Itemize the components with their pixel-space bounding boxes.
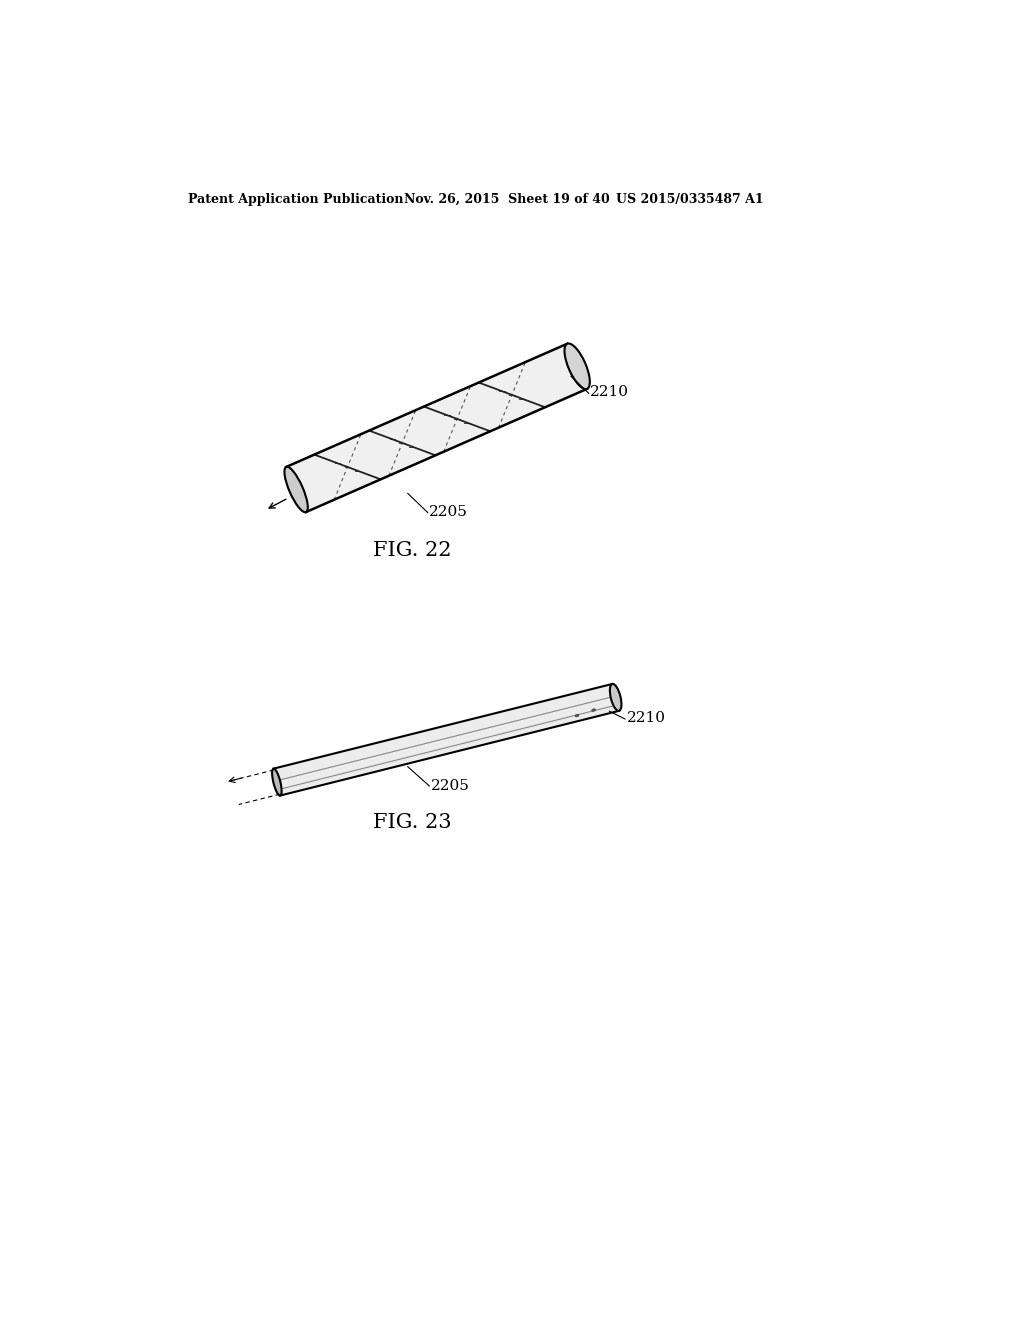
Text: 2205: 2205	[429, 506, 468, 520]
Text: FIG. 23: FIG. 23	[373, 813, 452, 833]
Text: US 2015/0335487 A1: US 2015/0335487 A1	[615, 193, 763, 206]
Ellipse shape	[272, 768, 282, 796]
Text: FIG. 22: FIG. 22	[373, 541, 452, 561]
Ellipse shape	[285, 467, 308, 512]
Text: Patent Application Publication: Patent Application Publication	[188, 193, 403, 206]
Ellipse shape	[564, 343, 590, 389]
Text: 2210: 2210	[628, 711, 667, 725]
Polygon shape	[287, 343, 587, 512]
Ellipse shape	[610, 684, 622, 711]
Polygon shape	[273, 684, 620, 796]
Ellipse shape	[575, 714, 579, 717]
Text: Nov. 26, 2015  Sheet 19 of 40: Nov. 26, 2015 Sheet 19 of 40	[403, 193, 609, 206]
Ellipse shape	[592, 709, 596, 711]
Text: 2205: 2205	[431, 779, 470, 793]
Text: 2210: 2210	[590, 384, 630, 399]
